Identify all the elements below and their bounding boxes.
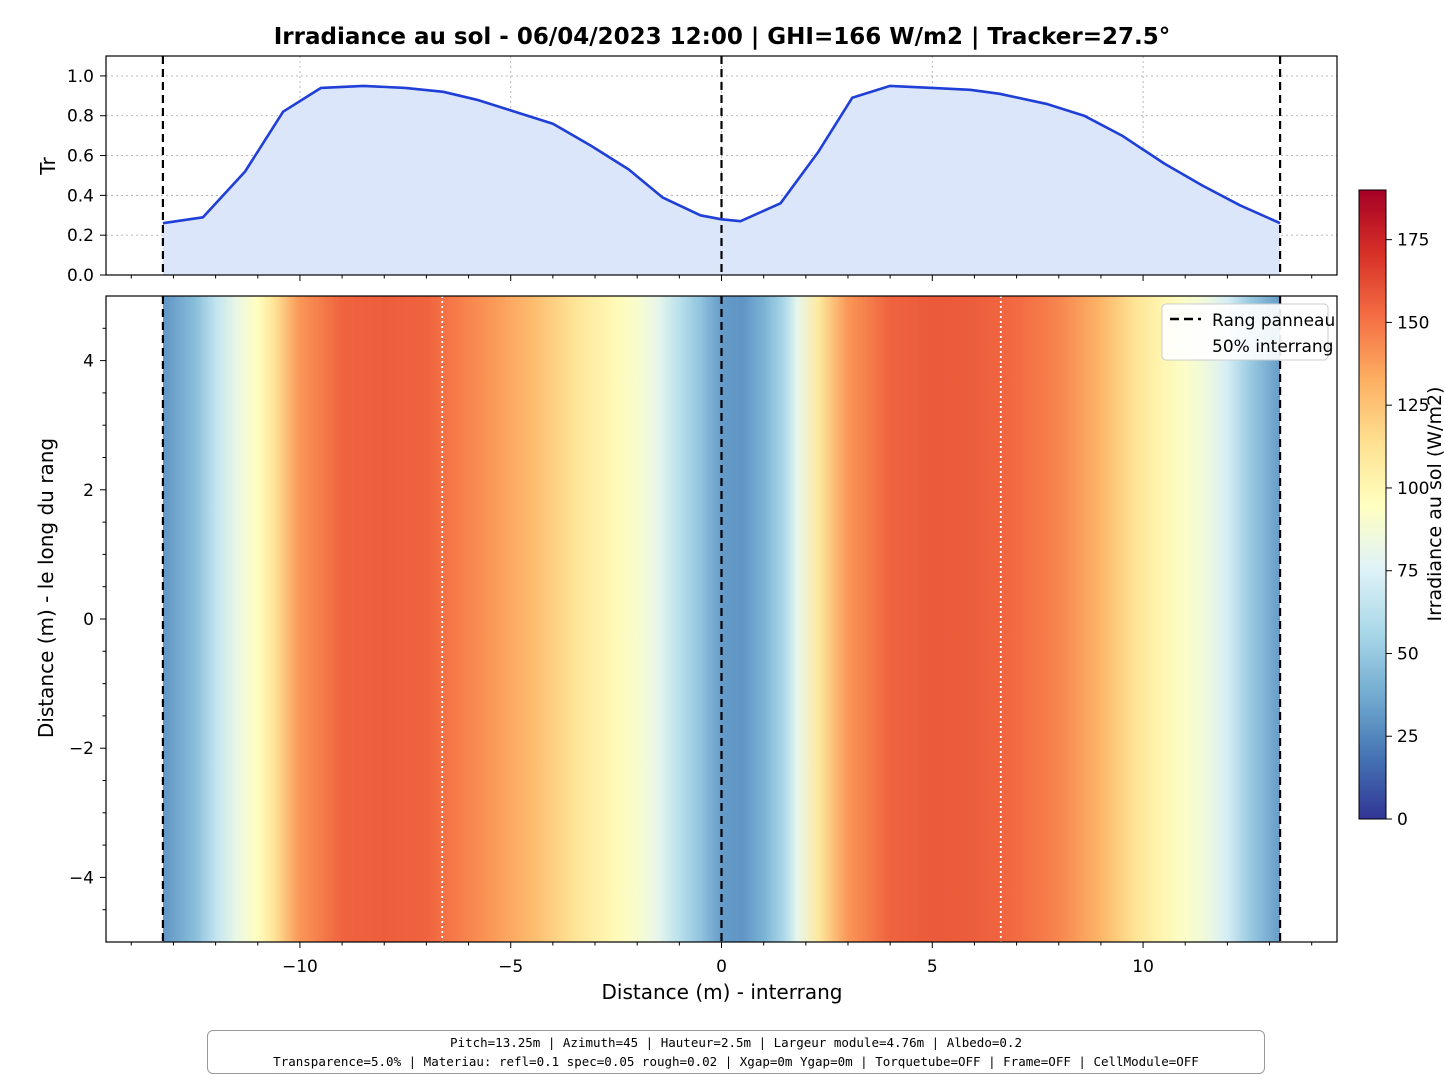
top-y-ticks: 0.0 0.2 0.4 0.6 0.8 1.0 [67, 67, 106, 286]
top-y-axis-label: Tr [36, 156, 60, 175]
top-y-tick-label: 1.0 [67, 67, 94, 87]
heatmap-y-tick-label: 4 [83, 352, 94, 372]
colorbar-tick-label: 125 [1397, 396, 1429, 416]
heatmap-x-axis-label: Distance (m) - interrang [602, 980, 843, 1004]
top-y-tick-label: 0.0 [67, 266, 94, 286]
parameters-line-2: Transparence=5.0% | Materiau: refl=0.1 s… [273, 1054, 1199, 1069]
colorbar-tick-label: 150 [1397, 313, 1429, 333]
legend-label-panel-row: Rang panneau [1212, 311, 1335, 331]
colorbar-tick-label: 50 [1397, 644, 1419, 664]
heatmap-y-tick-label: 0 [83, 610, 94, 630]
chart-title: Irradiance au sol - 06/04/2023 12:00 | G… [274, 24, 1170, 50]
heatmap-reference-lines [161, 296, 1282, 942]
colorbar-tick-label: 100 [1397, 479, 1429, 499]
heatmap-x-tick-label: −5 [498, 957, 523, 977]
heatmap-y-tick-label: −2 [69, 739, 94, 759]
heatmap-y-axis-label: Distance (m) - le long du rang [34, 438, 58, 738]
heatmap-x-tick-label: −10 [282, 957, 318, 977]
colorbar-ticks: 0 25 50 75 100 125 150 175 [1386, 231, 1429, 830]
parameters-line-1: Pitch=13.25m | Azimuth=45 | Hauteur=2.5m… [450, 1035, 1022, 1050]
transmission-line [162, 84, 1281, 225]
colorbar: 0 25 50 75 100 125 150 175 Irradiance au sol (W… [1358, 189, 1444, 830]
top-y-tick-label: 0.6 [67, 147, 94, 167]
colorbar-tick-label: 175 [1397, 231, 1429, 251]
heatmap-x-ticks: −10 −5 0 5 10 [130, 942, 1313, 977]
irradiance-heatmap: −4 −2 0 2 4 −10 −5 0 5 10 Distance (m) - interra… [34, 295, 1338, 1004]
top-y-tick-label: 0.2 [67, 226, 94, 246]
colorbar-tick-label: 25 [1397, 727, 1419, 747]
heatmap-x-tick-label: 0 [716, 957, 727, 977]
top-x-ticks [130, 275, 1313, 281]
colorbar-label: Irradiance au sol (W/m2) [1424, 387, 1444, 622]
heatmap-y-tick-label: 2 [83, 481, 94, 501]
heatmap-y-tick-label: −4 [69, 868, 94, 888]
transmission-area-fill [162, 85, 1281, 276]
heatmap-x-tick-label: 10 [1132, 957, 1154, 977]
heatmap-x-tick-label: 5 [927, 957, 938, 977]
colorbar-gradient-bar [1358, 189, 1387, 820]
heatmap-y-ticks: −4 −2 0 2 4 [69, 327, 106, 911]
legend: Rang panneau 50% interrang [1161, 303, 1335, 361]
transmission-profile-plot: 0.0 0.2 0.4 0.6 0.8 1.0 Tr [36, 55, 1338, 286]
legend-box [1161, 303, 1329, 361]
top-y-tick-label: 0.8 [67, 107, 94, 127]
top-reference-lines [161, 56, 1282, 275]
colorbar-tick-label: 0 [1397, 810, 1408, 830]
parameters-box: Pitch=13.25m | Azimuth=45 | Hauteur=2.5m… [207, 1030, 1265, 1074]
legend-label-mid-interrow: 50% interrang [1212, 337, 1333, 357]
colorbar-tick-label: 75 [1397, 562, 1419, 582]
top-y-tick-label: 0.4 [67, 186, 94, 206]
